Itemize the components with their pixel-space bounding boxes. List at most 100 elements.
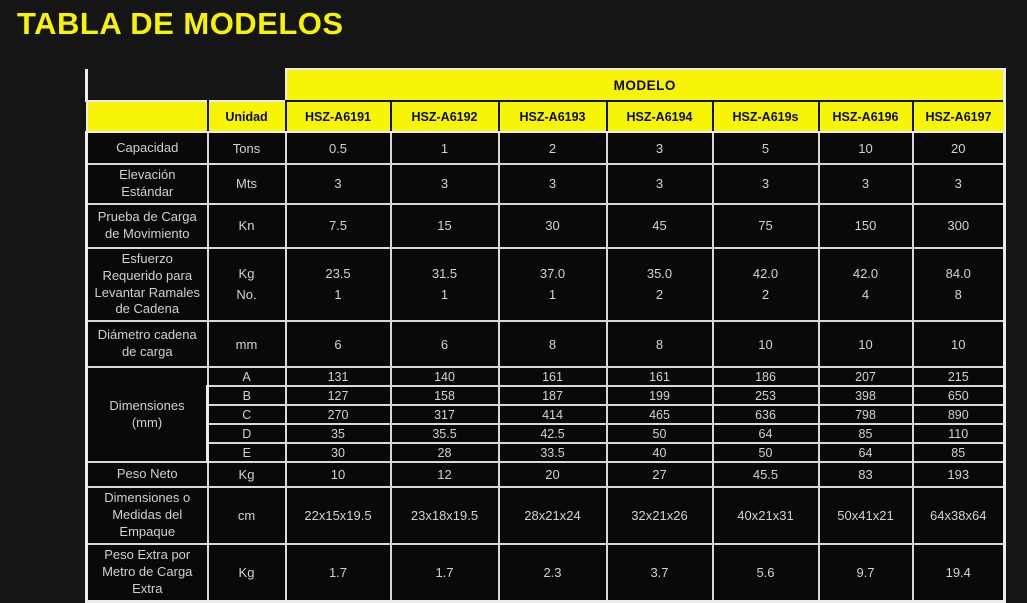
data-cell: 890 [911,404,1006,426]
data-cell: 50 [711,442,820,464]
data-cell: 19.4 [911,543,1006,603]
data-cell: 798 [817,404,914,426]
data-cell: 7.5 [284,202,392,249]
data-cell: 75 [711,202,820,249]
data-cell: 1 [389,131,500,165]
data-cell: 3 [497,163,608,205]
table-row: Dimensiones o Medidas del Empaque cm 22x15… [85,486,1006,546]
data-cell: 8 [605,320,714,369]
table-row-dim-A: Dimensiones (mm) A 131 140 161 161 186 207 215 [85,366,1006,464]
unidad-header: Unidad [206,100,287,133]
data-cell: 64x38x64 [911,486,1006,546]
data-cell: 9.7 [817,543,914,603]
data-cell: 161 [605,366,714,388]
data-cell: 42.0 2 [711,246,820,323]
data-cell: 20 [497,461,608,489]
row-label: Peso Extra por Metro de Carga Extra [85,543,209,603]
unit-cell: mm [206,320,287,369]
row-label: Dimensiones o Medidas del Empaque [85,486,209,546]
data-cell: 28 [389,442,500,464]
data-cell: 0.5 [284,131,392,165]
row-label: Esfuerzo Requerido para Levantar Ramales… [85,246,209,323]
data-cell: 10 [911,320,1006,369]
data-cell: 650 [911,385,1006,407]
data-cell: 40 [605,442,714,464]
modelo-header: MODELO [284,68,1006,102]
data-cell: 45 [605,202,714,249]
data-cell: 12 [389,461,500,489]
data-cell: 6 [389,320,500,369]
data-cell: 193 [911,461,1006,489]
data-cell: 32x21x26 [605,486,714,546]
data-cell: 37.0 1 [497,246,608,323]
data-cell: 42.5 [497,423,608,445]
row-label: Elevación Estándar [85,163,209,205]
data-cell: 3 [911,163,1006,205]
data-cell: 3 [605,163,714,205]
data-cell: 6 [284,320,392,369]
model-header-4: HSZ-A6194 [605,100,714,133]
data-cell: 35.5 [389,423,500,445]
table-row-dim-D: D 35 35.5 42.5 50 64 85 110 [87,423,1006,445]
data-cell: 300 [911,202,1006,249]
data-cell: 199 [605,385,714,407]
data-cell: 64 [711,423,820,445]
data-cell: 42.0 4 [817,246,914,323]
data-cell: 414 [497,404,608,426]
data-cell: 2.3 [497,543,608,603]
row-label: Capacidad [85,131,209,165]
unit-cell: Tons [206,131,287,165]
data-cell: 8 [497,320,608,369]
data-cell: 187 [497,385,608,407]
data-cell: 50 [605,423,714,445]
data-cell: 64 [817,442,914,464]
data-cell: 10 [817,320,914,369]
data-cell: 465 [605,404,714,426]
data-cell: 158 [389,385,500,407]
table-row: Esfuerzo Requerido para Levantar Ramales… [85,246,1006,323]
data-cell: 1.7 [389,543,500,603]
unit-cell: cm [206,486,287,546]
data-cell: 40x21x31 [711,486,820,546]
label-column-header [85,100,209,133]
spec-table: MODELO Unidad HSZ-A6191 HSZ-A6192 HSZ-A619… [85,68,1006,603]
model-header-2: HSZ-A6192 [389,100,500,133]
data-cell: 30 [284,442,392,464]
data-cell: 22x15x19.5 [284,486,392,546]
unit-cell: Kg [206,461,287,489]
row-label: Dimensiones (mm) [85,366,209,464]
model-header-7: HSZ-A6197 [911,100,1006,133]
data-cell: 2 [497,131,608,165]
data-cell: 33.5 [497,442,608,464]
data-cell: 10 [284,461,392,489]
data-cell: 27 [605,461,714,489]
data-cell: 110 [911,423,1006,445]
data-cell: 270 [284,404,392,426]
model-header-5: HSZ-A619s [711,100,820,133]
data-cell: 83 [817,461,914,489]
table-row: Peso Extra por Metro de Carga Extra Kg 1.7… [85,543,1006,603]
table-row: Elevación Estándar Mts 3 3 3 3 3 3 3 [85,163,1006,205]
table-row: Prueba de Carga de Movimiento Kn 7.5 15 30 45… [85,202,1006,249]
data-cell: 253 [711,385,820,407]
models-table: MODELO Unidad HSZ-A6191 HSZ-A6192 HSZ-A619… [85,68,1006,603]
data-cell: 50x41x21 [817,486,914,546]
dim-letter-cell: D [206,423,287,445]
data-cell: 5 [711,131,820,165]
data-cell: 127 [284,385,392,407]
data-cell: 45.5 [711,461,820,489]
data-cell: 215 [911,366,1006,388]
data-cell: 31.5 1 [389,246,500,323]
data-cell: 35.0 2 [605,246,714,323]
header-spacer [85,69,286,101]
data-cell: 398 [817,385,914,407]
data-cell: 161 [497,366,608,388]
data-cell: 35 [284,423,392,445]
data-cell: 15 [389,202,500,249]
data-cell: 317 [389,404,500,426]
data-cell: 140 [389,366,500,388]
row-label: Prueba de Carga de Movimiento [85,202,209,249]
data-cell: 3 [817,163,914,205]
data-cell: 30 [497,202,608,249]
data-cell: 23x18x19.5 [389,486,500,546]
